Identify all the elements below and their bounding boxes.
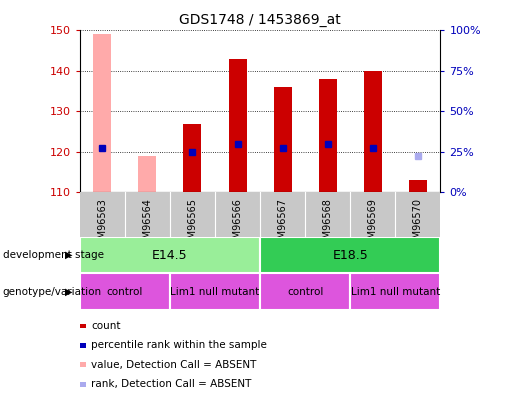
Bar	[93, 34, 111, 192]
Text: GSM96570: GSM96570	[413, 198, 423, 251]
Bar	[80, 237, 260, 273]
Text: Lim1 null mutant: Lim1 null mutant	[170, 287, 260, 296]
Bar	[93, 34, 111, 192]
Text: GSM96563: GSM96563	[97, 198, 107, 251]
Text: value, Detection Call = ABSENT: value, Detection Call = ABSENT	[91, 360, 256, 370]
Bar	[350, 273, 440, 310]
Text: E18.5: E18.5	[332, 249, 368, 262]
Text: GSM96566: GSM96566	[233, 198, 243, 251]
Bar	[183, 124, 201, 192]
Text: rank, Detection Call = ABSENT: rank, Detection Call = ABSENT	[91, 379, 251, 389]
Text: genotype/variation: genotype/variation	[3, 287, 101, 296]
Text: count: count	[91, 321, 121, 331]
Text: GSM96567: GSM96567	[278, 198, 287, 251]
Text: E14.5: E14.5	[152, 249, 188, 262]
Bar	[170, 273, 260, 310]
Title: GDS1748 / 1453869_at: GDS1748 / 1453869_at	[179, 13, 341, 27]
Text: Lim1 null mutant: Lim1 null mutant	[351, 287, 440, 296]
Bar	[409, 180, 427, 192]
Text: ▶: ▶	[64, 250, 72, 260]
Bar	[273, 87, 291, 192]
Bar	[80, 273, 170, 310]
Bar	[364, 71, 382, 192]
Bar	[260, 273, 350, 310]
Bar	[260, 237, 440, 273]
Bar	[229, 59, 247, 192]
Bar	[319, 79, 337, 192]
Text: control: control	[107, 287, 143, 296]
Text: control: control	[287, 287, 323, 296]
Text: percentile rank within the sample: percentile rank within the sample	[91, 341, 267, 350]
Text: GSM96568: GSM96568	[323, 198, 333, 251]
Text: development stage: development stage	[3, 250, 104, 260]
Text: ▶: ▶	[64, 287, 72, 296]
Text: GSM96565: GSM96565	[187, 198, 197, 251]
Text: GSM96564: GSM96564	[143, 198, 152, 251]
Text: GSM96569: GSM96569	[368, 198, 377, 251]
Bar	[139, 156, 157, 192]
